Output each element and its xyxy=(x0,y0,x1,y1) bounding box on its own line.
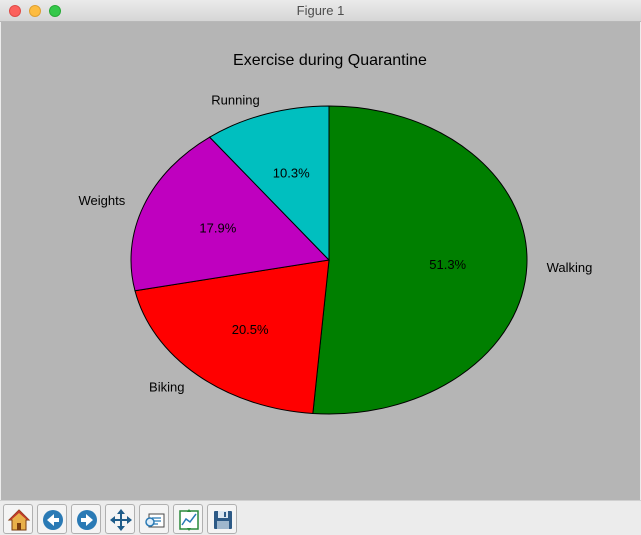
window-title: Figure 1 xyxy=(296,3,345,18)
zoom-window-button[interactable] xyxy=(49,5,61,17)
chart-title: Exercise during Quarantine xyxy=(233,52,427,69)
percent-label-biking: 20.5% xyxy=(232,322,269,337)
back-button[interactable] xyxy=(37,504,67,534)
subplots-button[interactable] xyxy=(173,504,203,534)
slice-label-weights: Weights xyxy=(79,193,126,208)
subplots-icon xyxy=(179,509,199,531)
pie-chart: Exercise during Quarantine 51.3% Walking 2… xyxy=(79,52,593,415)
pie-slice-weights xyxy=(130,136,331,292)
pie-slice-walking xyxy=(312,105,528,415)
zoom-button[interactable] xyxy=(139,504,169,534)
back-arrow-icon xyxy=(43,510,63,530)
navigation-toolbar xyxy=(0,500,641,535)
home-button[interactable] xyxy=(3,504,33,534)
slice-label-biking: Biking xyxy=(149,380,184,395)
title-bar[interactable]: Figure 1 xyxy=(0,0,641,22)
floppy-disk-icon xyxy=(214,511,232,529)
figure-canvas[interactable]: Exercise during Quarantine 51.3% Walking 2… xyxy=(1,22,640,500)
close-window-button[interactable] xyxy=(9,5,21,17)
pie-slice-running xyxy=(208,105,330,262)
pie-slice-biking xyxy=(134,259,330,415)
slice-label-running: Running xyxy=(211,92,259,107)
move-arrows-icon xyxy=(110,509,132,531)
zoom-rect-icon xyxy=(145,513,165,528)
save-button[interactable] xyxy=(207,504,237,534)
percent-label-weights: 17.9% xyxy=(199,220,236,235)
percent-label-running: 10.3% xyxy=(273,165,310,180)
minimize-window-button[interactable] xyxy=(29,5,41,17)
pan-button[interactable] xyxy=(105,504,135,534)
forward-arrow-icon xyxy=(77,510,97,530)
percent-label-walking: 51.3% xyxy=(429,257,466,272)
slice-label-walking: Walking xyxy=(547,260,593,275)
forward-button[interactable] xyxy=(71,504,101,534)
home-icon xyxy=(7,509,31,531)
